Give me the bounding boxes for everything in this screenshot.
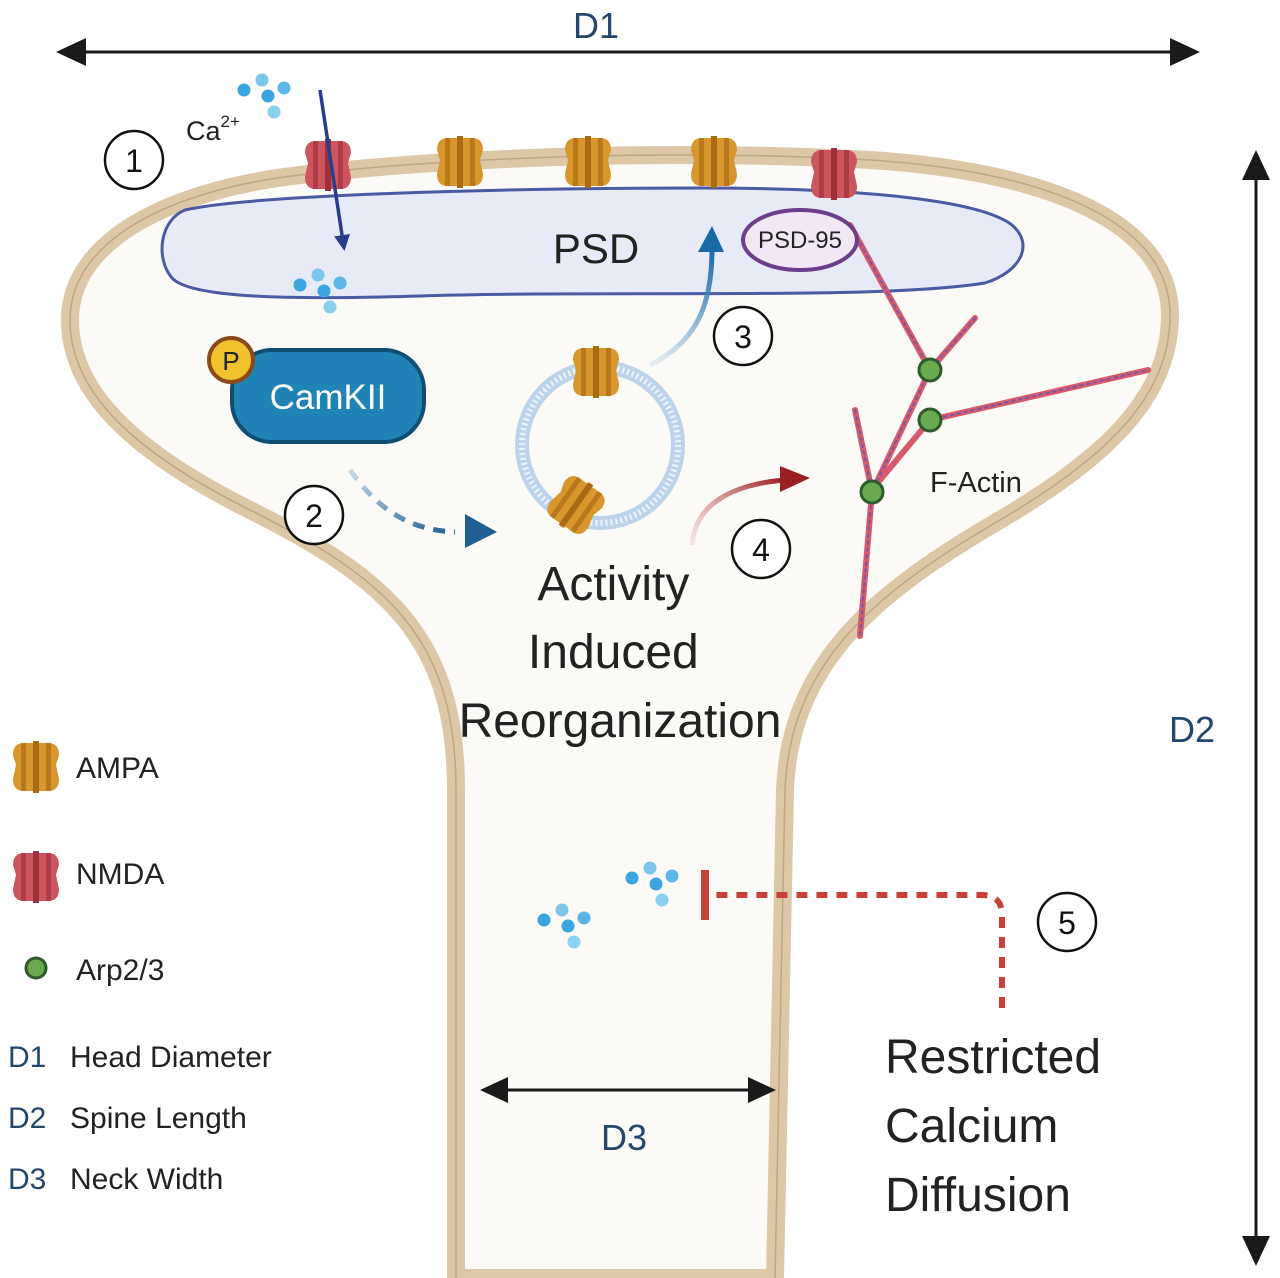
- psd95-scaffold: [741, 208, 859, 272]
- legend-arp23-label: Arp2/3: [76, 954, 164, 987]
- d1-arrow: [56, 38, 1200, 66]
- activity-line: Reorganization: [459, 695, 782, 748]
- restricted-line: Restricted: [885, 1031, 1101, 1084]
- legend: [13, 741, 59, 980]
- legend-d1-key: D1: [8, 1041, 46, 1074]
- calcium-ions-outside: [237, 73, 291, 119]
- endosome-vesicle: [515, 346, 685, 540]
- restricted-line: Diffusion: [885, 1169, 1071, 1222]
- activity-line: Activity: [537, 558, 689, 611]
- step-5-label: 5: [1058, 905, 1076, 941]
- step2-arrowhead: [465, 514, 497, 548]
- f-actin-label: F-Actin: [930, 467, 1022, 499]
- nmda-receptor: [811, 148, 857, 200]
- restricted-label: Restricted Calcium Diffusion: [885, 1031, 1114, 1222]
- activity-line: Induced: [528, 626, 699, 679]
- restricted-line: Calcium: [885, 1100, 1058, 1153]
- legend-ampa-label: AMPA: [76, 752, 159, 785]
- arp23-node: [917, 407, 943, 433]
- legend-nmda-icon: [13, 851, 59, 903]
- activity-label: Activity Induced Reorganization: [459, 558, 782, 748]
- step-1-label: 1: [125, 143, 143, 179]
- d3-arrow: [480, 1077, 776, 1103]
- d1-label: D1: [573, 5, 619, 46]
- d2-arrow: [1242, 150, 1270, 1266]
- arp23-node: [917, 357, 943, 383]
- ampa-receptor: [565, 136, 611, 188]
- arp23-node: [859, 479, 885, 505]
- calcium-influx-arrow: [318, 89, 350, 251]
- camkii-label: CamKII: [270, 378, 387, 417]
- legend-arp23-icon: [24, 956, 48, 980]
- camkii-kinase: [230, 348, 426, 444]
- step3-arrow: [648, 247, 715, 368]
- step4-arrowhead: [780, 466, 810, 492]
- step4-arrow: [689, 477, 785, 546]
- phospho-label: P: [222, 346, 239, 376]
- ampa-receptor: [691, 136, 737, 188]
- step2-arrow: [347, 468, 456, 535]
- legend-d3-label: Neck Width: [70, 1163, 223, 1196]
- d2-label: D2: [1169, 709, 1215, 750]
- calcium-label: Ca2+: [186, 112, 240, 146]
- psd95-label: PSD-95: [758, 227, 842, 254]
- legend-d3-key: D3: [8, 1163, 46, 1196]
- legend-nmda-label: NMDA: [76, 858, 164, 891]
- step3-arrowhead: [698, 226, 724, 252]
- vesicle-ampa: [573, 346, 619, 398]
- step-4-label: 4: [752, 532, 770, 568]
- legend-d1-label: Head Diameter: [70, 1041, 272, 1074]
- phospho-badge: [207, 336, 255, 384]
- ampa-receptor: [437, 136, 483, 188]
- step-3-label: 3: [734, 319, 752, 355]
- arp23-nodes: [859, 357, 943, 505]
- legend-d2-label: Spine Length: [70, 1102, 247, 1135]
- psd-label: PSD: [553, 225, 639, 272]
- actin-filament: [877, 417, 933, 483]
- d3-label: D3: [601, 1117, 647, 1158]
- step-markers: [103, 129, 1098, 953]
- legend-d2-key: D2: [8, 1102, 46, 1135]
- legend-ampa-icon: [13, 741, 59, 793]
- inhibition-line: [701, 870, 1005, 1008]
- step-2-label: 2: [305, 498, 323, 534]
